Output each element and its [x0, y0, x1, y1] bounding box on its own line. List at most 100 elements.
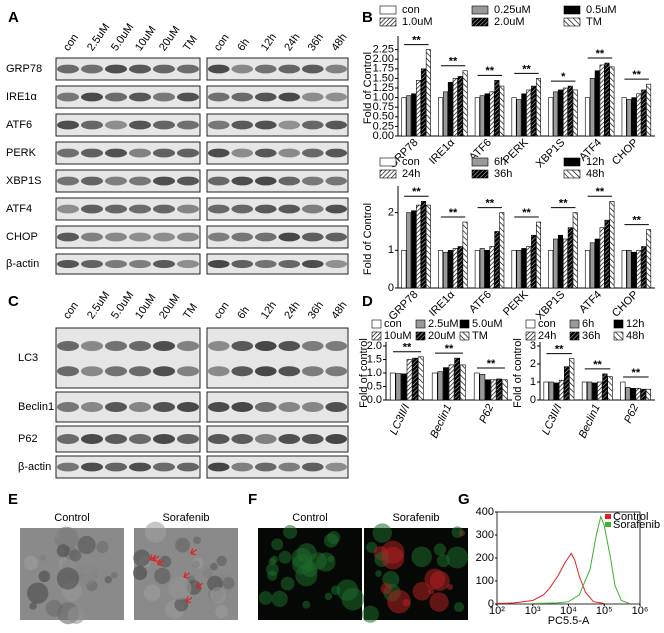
y-tick-label: 200 [476, 552, 494, 564]
bar [474, 250, 480, 289]
significance-label: ** [449, 56, 458, 68]
bar [543, 381, 549, 401]
bar [489, 91, 495, 137]
y-tick-label: 1.50 [373, 72, 394, 84]
blot-band [301, 120, 324, 130]
lane-label: con [212, 32, 232, 53]
blot-band [56, 366, 80, 377]
blot-row-label: GRP78 [6, 63, 42, 75]
blot-band [207, 366, 230, 377]
texture [424, 568, 446, 590]
legend-label: 24h [402, 168, 420, 180]
significance-label: ** [522, 207, 531, 219]
bar [526, 246, 532, 289]
bar [437, 371, 444, 401]
bar [401, 373, 407, 401]
significance-label: ** [445, 343, 454, 355]
bar [499, 85, 505, 137]
bar [454, 357, 461, 401]
lane-label: con [212, 300, 232, 321]
blot-band [278, 148, 301, 158]
blot-band [231, 176, 254, 186]
blot-band [56, 204, 80, 214]
blot-band [207, 176, 230, 186]
blot-band [301, 92, 324, 102]
lane-label: 12h [259, 31, 279, 53]
bar [411, 93, 417, 137]
lane-label: con [61, 32, 81, 53]
texture [67, 606, 85, 624]
legend-label: 48h [626, 330, 644, 342]
lane-label: 10uM [133, 292, 159, 321]
blot-band [104, 434, 128, 444]
legend-label: 20uM [428, 330, 456, 342]
bar [438, 97, 444, 137]
blot-band [128, 64, 152, 74]
blot-background [55, 85, 201, 109]
texture [77, 535, 96, 555]
bar [452, 78, 458, 137]
texture [271, 538, 284, 551]
bar [511, 250, 517, 289]
blot-band [231, 64, 254, 74]
legend-label: con [402, 156, 420, 168]
bar [420, 201, 426, 289]
legend-label: 1.0uM [402, 16, 433, 28]
blot-band [176, 148, 200, 158]
legend-swatch [563, 17, 581, 27]
blot-row-label: ATF6 [6, 119, 32, 131]
bar [431, 372, 438, 401]
bar [457, 76, 463, 137]
arrow [190, 548, 198, 556]
blot-band [128, 232, 152, 242]
legend-swatch [379, 169, 397, 179]
bar [553, 91, 559, 137]
blot-band [176, 204, 200, 214]
blot-band [278, 366, 301, 377]
bar [572, 89, 578, 137]
blot-background [206, 197, 349, 221]
y-tick-label: 3 [530, 340, 536, 352]
lane-label: 10uM [133, 24, 159, 53]
blot-band [128, 204, 152, 214]
bar [490, 379, 497, 401]
significance-label: ** [559, 198, 568, 210]
lane-label: 20uM [157, 24, 183, 53]
bar [620, 381, 626, 401]
legend-swatch [471, 169, 489, 179]
bar [447, 250, 453, 289]
significance-label: ** [412, 35, 421, 47]
legend-swatch [371, 319, 382, 329]
blot-background [55, 391, 201, 423]
texture [278, 550, 292, 564]
blot-band [254, 120, 277, 130]
bar [516, 99, 522, 137]
bar [499, 212, 505, 289]
bar [625, 387, 631, 401]
texture [336, 579, 359, 601]
bar [479, 95, 485, 137]
y-axis-label: Fold of control [358, 338, 370, 408]
blot-background [206, 141, 349, 165]
blot-band [301, 176, 324, 186]
blot-band [325, 176, 348, 186]
y-tick-label: 1.0 [367, 367, 382, 379]
lane-label: TM [181, 301, 200, 321]
bar [604, 62, 610, 137]
blot-band [80, 434, 104, 444]
bar [425, 204, 431, 289]
blot-band [301, 260, 324, 268]
blot-band [231, 341, 254, 351]
image-label: Sorafenib [392, 512, 439, 524]
texture [202, 568, 213, 579]
bar [636, 250, 642, 289]
blot-band [325, 148, 348, 158]
bar [567, 85, 573, 137]
texture [39, 554, 47, 561]
bar [516, 250, 522, 289]
blot-band [176, 120, 200, 130]
legend-swatch [459, 319, 470, 329]
blot-band [80, 148, 104, 158]
blot-band [56, 232, 80, 242]
y-tick-label: 2 [530, 358, 536, 370]
